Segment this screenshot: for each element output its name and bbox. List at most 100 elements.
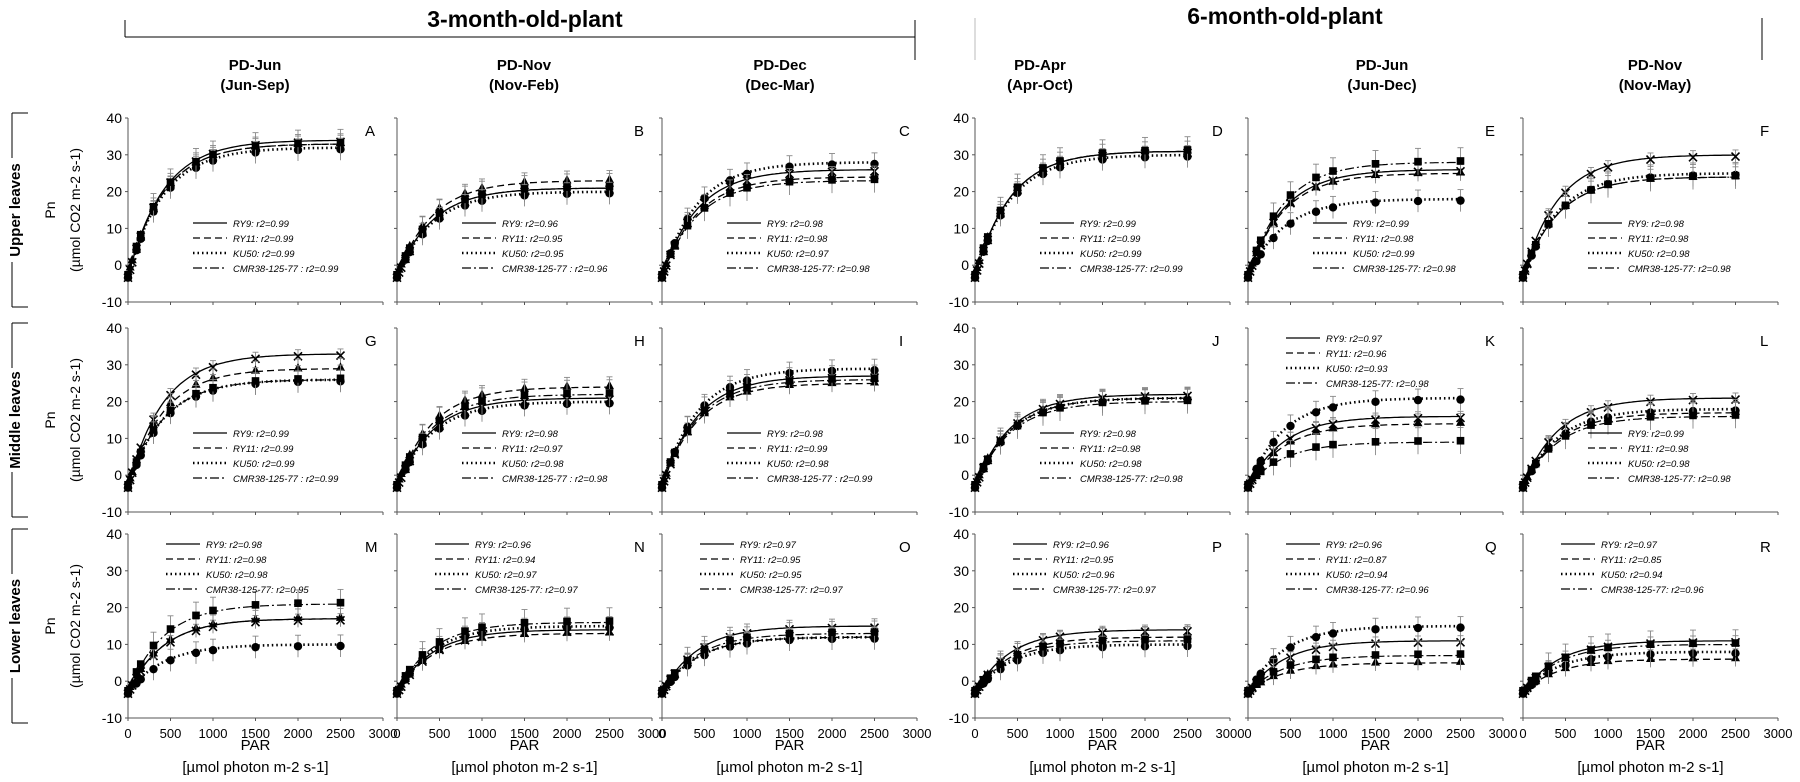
data-point-square	[979, 244, 988, 252]
data-point-square	[1371, 438, 1380, 446]
x-tick-label: 2000	[1404, 726, 1433, 741]
legend-entry: RY9: r2=0.98	[1628, 219, 1685, 230]
column-subtitle: (Nov-Feb)	[489, 77, 559, 94]
data-point-circle	[1328, 203, 1338, 212]
data-point-square	[166, 178, 175, 186]
legend-entry: RY11: r2=0.94	[475, 555, 535, 566]
data-point-circle	[1286, 219, 1295, 228]
data-point-square	[251, 377, 260, 385]
y-tick-label: 10	[106, 220, 122, 236]
data-point-square	[979, 675, 988, 684]
fit-curve-cmr38-125-77	[974, 401, 1188, 487]
x-tick-label: 1000	[199, 726, 228, 741]
y-tick-label: 30	[106, 357, 122, 373]
x-tick-label: 3000	[638, 726, 667, 741]
data-point-square	[132, 458, 141, 466]
data-point-cross	[1730, 152, 1741, 162]
data-point-square	[124, 480, 132, 489]
legend-entry: KU50: r2=0.97	[767, 249, 829, 260]
data-point-square	[1544, 219, 1553, 228]
column-subtitle: (Dec-Mar)	[745, 77, 814, 94]
data-point-square	[1689, 172, 1697, 181]
legend-entry: CMR38-125-77: r2=0.97	[475, 585, 578, 596]
fit-curve-cmr38-125-77	[661, 180, 875, 277]
data-point-circle	[1371, 397, 1380, 407]
data-point-cross	[1645, 155, 1656, 165]
panel-letter: P	[1212, 539, 1222, 556]
x-tick-label: 1000	[733, 726, 762, 741]
data-point-square	[132, 668, 141, 676]
data-point-square	[743, 183, 751, 192]
data-point-square	[1252, 679, 1261, 687]
fit-curve-ry9	[974, 393, 1188, 487]
data-point-square	[1256, 675, 1265, 684]
legend-entry: KU50: r2=0.98	[1080, 459, 1142, 470]
panel-letter: K	[1485, 333, 1495, 350]
x-tick-label: 1500	[1088, 726, 1117, 741]
fit-curve-ku50	[395, 400, 610, 487]
data-point-circle	[1311, 408, 1321, 417]
data-point-square	[520, 185, 529, 193]
data-point-triangle	[659, 263, 669, 273]
panel-C: C RY9: r2=0.98 RY11: r2=0.98 KU50: r2=0.97 C…	[657, 117, 918, 305]
data-point-square	[1519, 270, 1527, 279]
x-tick-label: 1000	[1319, 726, 1348, 741]
data-point-square	[983, 671, 992, 679]
x-axis-unit: [µmol photon m-2 s-1]	[451, 759, 597, 776]
legend-entry: RY9: r2=0.97	[740, 540, 797, 551]
legend-entry: CMR38-125-77 : r2=0.99	[233, 264, 339, 275]
group-title-3-month: 3-month-old-plant	[427, 6, 623, 32]
y-axis-title: Pn	[42, 617, 58, 634]
data-point-square	[520, 618, 529, 627]
data-point-square	[1689, 411, 1697, 420]
data-point-square	[1531, 240, 1540, 249]
data-point-square	[192, 389, 200, 398]
data-point-square	[1269, 212, 1278, 221]
panel-R: 0 500 1000 1500 2000 2500 3000 R RY9: r2=0.97 RY1…	[1518, 533, 1792, 741]
data-point-square	[1256, 236, 1265, 245]
data-point-square	[726, 389, 734, 398]
data-point-square	[828, 375, 836, 383]
data-point-square	[1098, 398, 1107, 407]
legend-entry: CMR38-125-77: r2=0.97	[740, 585, 843, 596]
legend-entry: CMR38-125-77 : r2=0.99	[233, 474, 339, 485]
data-point-square	[1531, 672, 1540, 681]
fit-curve-ku50	[395, 190, 610, 277]
legend-entry: KU50: r2=0.98	[1628, 249, 1690, 260]
data-point-square	[1056, 157, 1064, 165]
y-tick-label: 20	[106, 394, 122, 410]
legend-entry: CMR38-125-77 : r2=0.98	[502, 474, 608, 485]
data-point-square	[670, 242, 679, 250]
data-point-square	[393, 480, 401, 489]
panel-letter: I	[899, 333, 903, 350]
data-point-triangle	[1520, 263, 1530, 273]
column-title: PD-Jun	[229, 57, 282, 74]
legend-entry: CMR38-125-77: r2=0.96	[1601, 585, 1704, 596]
x-tick-label: 500	[1555, 726, 1577, 741]
data-point-square	[1286, 450, 1295, 458]
fit-curve-ry11	[1522, 412, 1736, 487]
x-tick-label: 3000	[1216, 726, 1245, 741]
data-point-square	[743, 633, 751, 642]
data-point-square	[1646, 174, 1655, 182]
x-tick-label: 3000	[369, 726, 398, 741]
legend-entry: KU50: r2=0.99	[233, 459, 295, 470]
fit-curve-ry11	[1522, 658, 1736, 693]
row-label-bg	[3, 368, 23, 472]
data-point-circle	[149, 664, 158, 674]
y-tick-label: 40	[106, 110, 122, 126]
x-tick-label: 0	[393, 726, 400, 741]
legend-entry: RY9: r2=0.96	[1053, 540, 1110, 551]
x-tick-label: 1500	[241, 726, 270, 741]
data-point-triangle	[293, 612, 303, 622]
x-tick-label: 3000	[903, 726, 932, 741]
data-point-square	[1561, 201, 1570, 210]
data-point-square	[870, 628, 879, 636]
data-point-square	[1604, 643, 1612, 652]
data-point-circle	[1256, 456, 1265, 466]
y-tick-label: -10	[949, 504, 969, 520]
x-axis-unit: [µmol photon m-2 s-1]	[716, 759, 862, 776]
data-point-square	[478, 623, 486, 631]
data-point-square	[658, 270, 666, 279]
